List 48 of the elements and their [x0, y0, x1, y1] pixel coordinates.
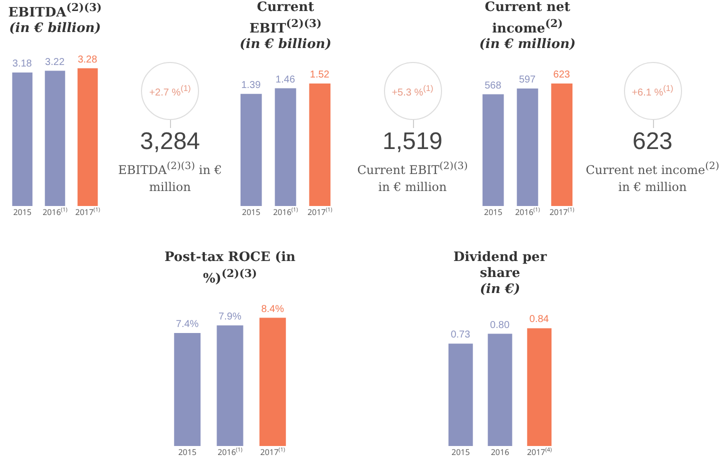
x-tick-label: 2017$^{(1)}$: [549, 206, 575, 218]
x-tick-label: 2016$^{(1)}$: [218, 446, 243, 458]
text: EBITDA$^{(2)(3)}$ in € million: [117, 160, 223, 196]
x-tick-label: 2016$^{(1)}$: [273, 206, 298, 218]
data-label: 7.9%: [218, 312, 242, 323]
chart-subtitle: (in € billion): [8, 21, 102, 38]
x-tick-label: 2017$^{(1)}$: [75, 206, 100, 218]
data-label: 8.4%: [261, 304, 284, 316]
x-tick-label: 2015: [178, 447, 197, 458]
data-label: 0.80: [490, 320, 510, 331]
circle-outline: +5.3 %$^{(1)}$: [384, 62, 442, 120]
circle-outline: +6.1 %$^{(1)}$: [624, 62, 682, 120]
data-label: 1.52: [310, 70, 330, 81]
chart-title: Dividend per share: [452, 250, 548, 282]
chart-subtitle: (in € billion): [238, 37, 332, 54]
data-label: 0.84: [529, 314, 550, 326]
data-label: 568: [484, 80, 502, 92]
x-tick-label: 2016: [490, 447, 510, 458]
data-label: 1.46: [276, 74, 296, 86]
x-tick-label: 2017$^{(1)}$: [307, 206, 333, 218]
circle-outline: +2.7 %$^{(1)}$: [141, 62, 199, 120]
data-label: 623: [553, 70, 570, 81]
x-tick-label: 2015: [13, 207, 32, 218]
data-label: 3.28: [78, 54, 98, 66]
x-tick-label: 2017$^{(1)}$: [260, 446, 286, 458]
x-tick-label: 2017$^{(4)}$: [526, 446, 552, 458]
data-label: 3.22: [45, 57, 65, 68]
chart-title: EBITDA$^{(2)(3)}$: [7, 0, 103, 22]
text: 1,519: [381, 128, 444, 156]
data-label: 1.39: [241, 80, 262, 92]
chart-title: Current EBIT$^{(2)(3)}$: [248, 0, 323, 38]
text: 3,284: [138, 128, 202, 156]
x-tick-label: 2016$^{(1)}$: [42, 206, 68, 218]
x-tick-label: 2016$^{(1)}$: [515, 206, 540, 218]
chart-subtitle: (in € million): [478, 37, 577, 54]
text: 623: [631, 128, 674, 156]
data-label: 7.4%: [176, 319, 199, 330]
chart-subtitle: (in €): [478, 282, 522, 298]
text: Current net income$^{(2)}$ in € million: [586, 161, 720, 194]
x-tick-label: 2015: [242, 207, 261, 218]
x-tick-label: 2015: [452, 447, 470, 458]
text: Current EBIT$^{(2)(3)}$ in € million: [356, 160, 469, 196]
x-tick-label: 2015: [484, 207, 503, 218]
chart-title: Post-tax ROCE (in %)$^{(2)(3)}$: [164, 250, 296, 288]
chart-title: Current net income$^{(2)}$: [484, 0, 572, 38]
data-label: 0.73: [450, 330, 471, 341]
data-label: 597: [518, 74, 536, 86]
data-label: 3.18: [12, 58, 32, 70]
